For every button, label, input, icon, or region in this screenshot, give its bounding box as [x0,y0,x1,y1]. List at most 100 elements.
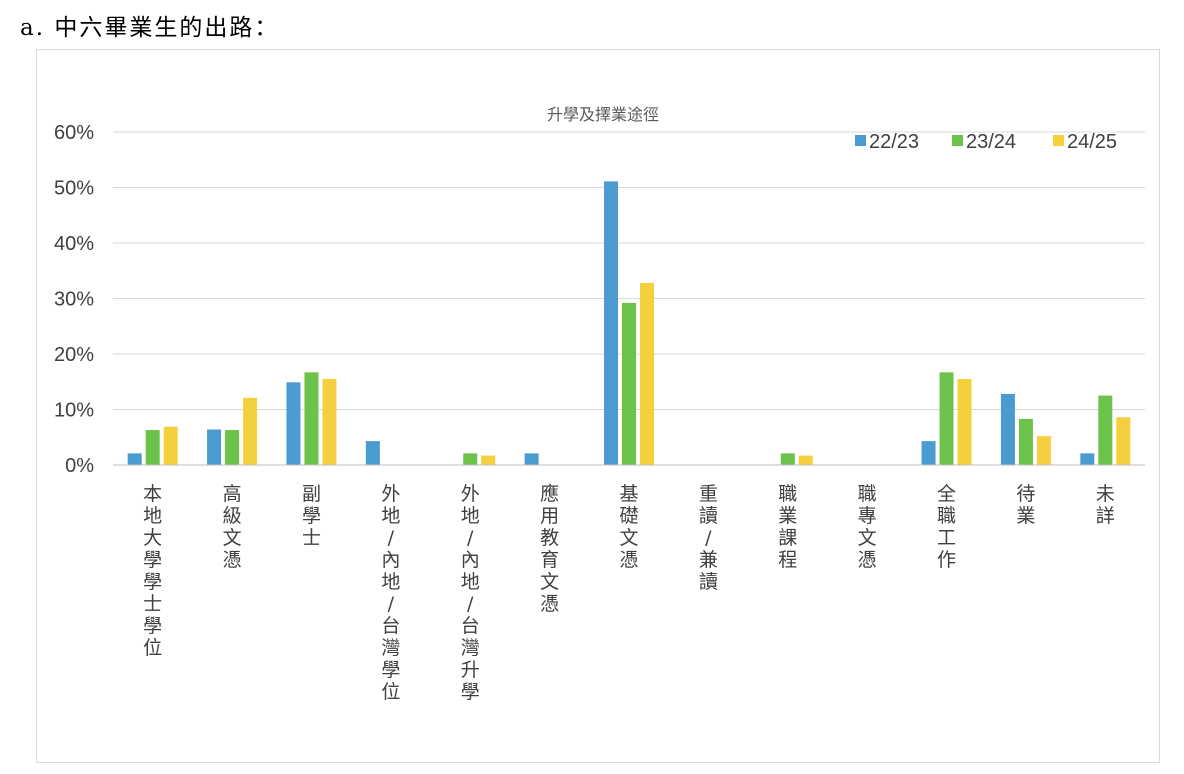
bar [1080,453,1095,465]
category-label-char: 內 [461,549,480,571]
bar [1036,436,1051,465]
category-label-char: / [467,527,474,549]
category-label-char: 業 [1016,505,1035,527]
category-label-char: 職 [778,483,797,505]
bar [939,372,954,465]
category-label-char: 礎 [619,505,638,527]
category-label-char: 重 [699,483,718,505]
category-label-char: 內 [381,549,400,571]
legend-label: 24/25 [1067,131,1117,153]
category-label-char: 教 [540,527,559,549]
category-label-char: 外 [381,483,400,505]
bar [1098,395,1113,465]
category-label-char: 讀 [699,505,718,527]
chart-title: 升學及擇業途徑 [547,105,659,124]
category-label-char: 台 [381,615,400,637]
category-label-char: 文 [858,527,877,549]
category-label-char: 作 [937,549,956,571]
category-label-char: 憑 [540,593,559,615]
category-label-char: 大 [143,527,162,549]
category-label-char: 位 [381,681,400,703]
bar [286,382,301,465]
category-label-char: 文 [540,571,559,593]
category-label-char: 本 [143,483,162,505]
bar [604,181,618,465]
category-label-char: 待 [1016,483,1035,505]
category-label-char: 學 [143,549,162,571]
category-label-char: 位 [143,637,162,659]
chart-frame [36,49,1160,763]
category-label-char: 育 [540,549,559,571]
bar [365,441,380,465]
category-label-char: 兼 [699,549,718,571]
category-label-char: 文 [223,527,242,549]
bar [163,426,178,465]
bar [524,453,539,465]
bar [1000,393,1015,465]
category-label-char: 基 [619,483,638,505]
bar [1116,417,1131,465]
bar [225,430,240,465]
category-label-char: 憑 [619,549,638,571]
heading-prefix: a. [20,15,46,41]
bar [463,453,478,465]
category-label-char: 詳 [1096,505,1115,527]
category-label-char: 學 [461,681,480,703]
bar [1018,418,1033,465]
category-label-char: 灣 [461,637,480,659]
category-label-char: 職 [937,505,956,527]
category-label-char: 專 [858,505,877,527]
y-tick-label: 20% [54,344,94,366]
category-label-char: 士 [143,593,162,615]
category-label-char: 地 [143,505,162,527]
page-heading: a. 中六畢業生的出路： [20,8,279,42]
bar [780,453,795,465]
legend-swatch [1053,135,1064,146]
category-label-char: 升 [461,659,480,681]
category-label-char: 士 [302,527,321,549]
y-tick-label: 40% [54,233,94,255]
legend-label: 22/23 [869,131,919,153]
category-label-char: / [705,527,712,549]
category-label-char: 程 [778,549,797,571]
category-label-char: 用 [540,505,559,527]
y-tick-label: 30% [54,289,94,311]
legend-label: 23/24 [966,131,1016,153]
legend-swatch [952,135,963,146]
category-label-char: 未 [1096,483,1115,505]
category-label-char: 台 [461,615,480,637]
category-label-char: / [388,593,395,615]
category-label-char: 學 [143,571,162,593]
category-label-char: 憑 [223,549,242,571]
bar [243,397,258,465]
bar [322,378,337,465]
heading-text: 中六畢業生的出路： [54,15,280,41]
category-label-char: / [388,527,395,549]
category-label-char: 應 [540,482,559,505]
category-label-char: 業 [778,505,797,527]
category-label-char: 全 [937,483,956,505]
category-label-char: 地 [381,505,400,527]
category-label-char: 地 [461,505,480,527]
category-label-char: 級 [223,505,242,527]
bar [798,455,813,465]
category-label-char: 灣 [381,637,400,659]
y-tick-label: 60% [54,122,94,144]
bar [207,429,222,465]
bar [127,453,142,465]
category-label-char: 地 [461,571,480,593]
category-label-char: 工 [937,527,956,549]
category-label-char: 文 [619,527,638,549]
category-label-char: 學 [302,505,321,527]
y-tick-label: 10% [54,400,94,422]
category-label-char: 副 [302,483,321,505]
bar [640,282,654,465]
bar [481,455,496,465]
category-label-char: 憑 [858,549,877,571]
category-label-char: 讀 [699,571,718,593]
category-label-char: 課 [778,527,797,549]
category-label-char: 高 [223,483,242,505]
legend-swatch [855,135,866,146]
bar [921,441,936,465]
